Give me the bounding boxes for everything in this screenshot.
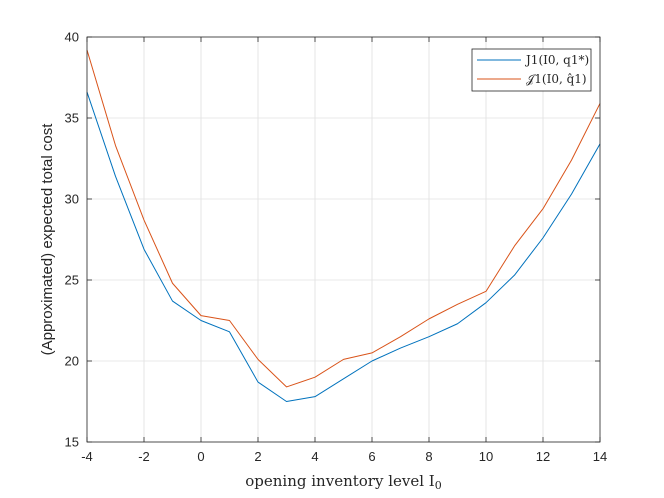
legend-box [471,48,592,92]
y-tick-label: 25 [65,273,79,288]
y-tick-label: 35 [65,111,79,126]
y-axis-title: (Approximated) expected total cost [39,123,56,356]
legend: J1(I0, q1*) 𝒥1(I0, q̂1) [471,48,592,92]
x-tick-label: 14 [593,449,607,464]
x-tick-label: -4 [81,449,93,464]
x-axis-title: opening inventory level I0 [245,472,441,492]
x-tick-label: 4 [311,449,318,464]
y-tick-label: 15 [65,435,79,450]
x-tick-label: 10 [479,449,493,464]
y-tick-label: 30 [65,192,79,207]
x-axis-title-subscript: 0 [435,479,442,492]
legend-label-series-1: J1(I0, q1*) [524,53,589,67]
legend-label-series-2: 𝒥1(I0, q̂1) [526,72,587,86]
x-tick-label: -2 [138,449,150,464]
series-line-2 [86,49,601,388]
x-axis-title-main: opening inventory level I [245,472,435,490]
x-tick-label: 2 [254,449,261,464]
axis-ticks: -4 -2 0 2 4 6 8 10 12 14 15 20 25 30 35 40 [65,30,608,465]
x-tick-label: 0 [197,449,204,464]
y-tick-label: 40 [65,30,79,45]
y-tick-label: 20 [65,354,79,369]
x-tick-label: 12 [536,449,550,464]
plot-area [87,37,600,442]
x-tick-label: 6 [368,449,375,464]
series-layer [86,49,601,402]
x-tick-label: 8 [425,449,432,464]
plot-frame [86,36,601,443]
series-line-1 [86,91,601,402]
